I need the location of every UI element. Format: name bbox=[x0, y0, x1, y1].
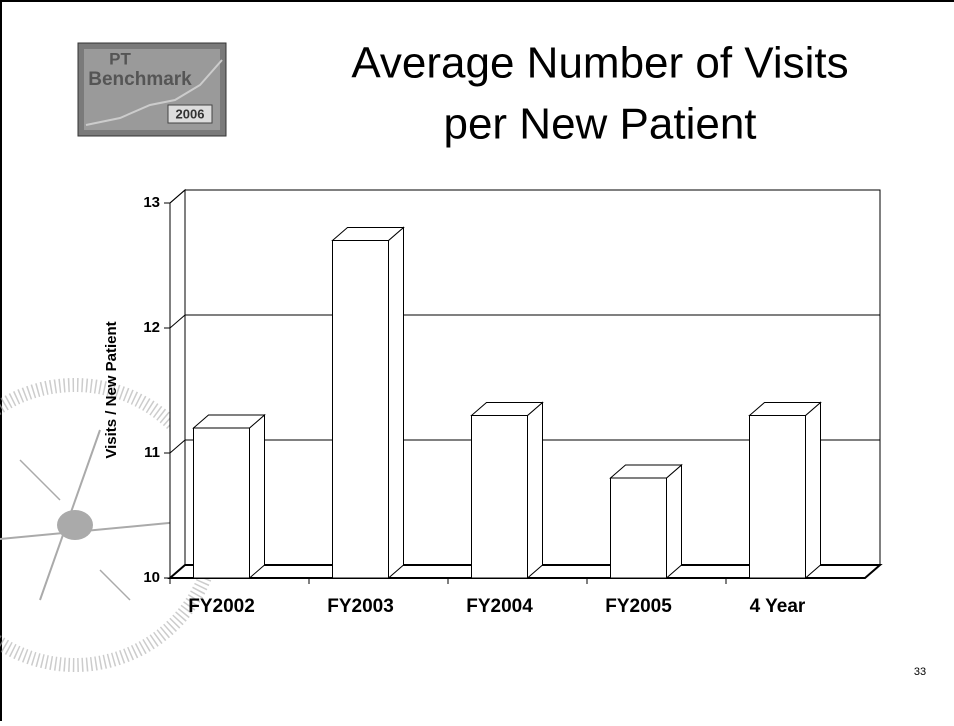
grid-line bbox=[169, 564, 186, 579]
y-tick-label: 12 bbox=[143, 319, 160, 336]
x-tick-label: FY2002 bbox=[188, 596, 255, 617]
page-number: 33 bbox=[914, 666, 926, 678]
bar bbox=[610, 477, 667, 579]
logo-text: PT bbox=[109, 49, 131, 68]
grid-line bbox=[169, 439, 186, 454]
chart-title: per New Patient bbox=[443, 100, 756, 149]
chart-title: Average Number of Visits bbox=[351, 39, 848, 88]
logo-text: Benchmark bbox=[88, 69, 192, 90]
x-tick-label: FY2003 bbox=[327, 596, 394, 617]
x-tick-label: FY2004 bbox=[466, 596, 533, 617]
bar bbox=[749, 415, 806, 579]
grid-line bbox=[169, 189, 186, 204]
side-wall bbox=[169, 188, 186, 580]
bar bbox=[332, 240, 389, 579]
y-tick-label: 13 bbox=[143, 194, 160, 211]
y-axis-title: Visits / New Patient bbox=[103, 321, 120, 458]
bar bbox=[471, 415, 528, 579]
bar-side bbox=[527, 401, 543, 580]
logo: PT Benchmark 2006 bbox=[77, 42, 227, 137]
bar-side bbox=[805, 401, 821, 580]
x-tick-label: FY2005 bbox=[605, 596, 672, 617]
bar-side bbox=[388, 226, 404, 580]
bar-side bbox=[666, 463, 682, 580]
bar-side bbox=[249, 413, 265, 580]
grid-line bbox=[169, 314, 186, 329]
x-tick-label: 4 Year bbox=[750, 596, 806, 617]
y-tick-label: 10 bbox=[143, 569, 160, 586]
bar bbox=[193, 427, 250, 579]
y-tick-label: 11 bbox=[144, 444, 160, 461]
logo-year: 2006 bbox=[176, 106, 205, 121]
